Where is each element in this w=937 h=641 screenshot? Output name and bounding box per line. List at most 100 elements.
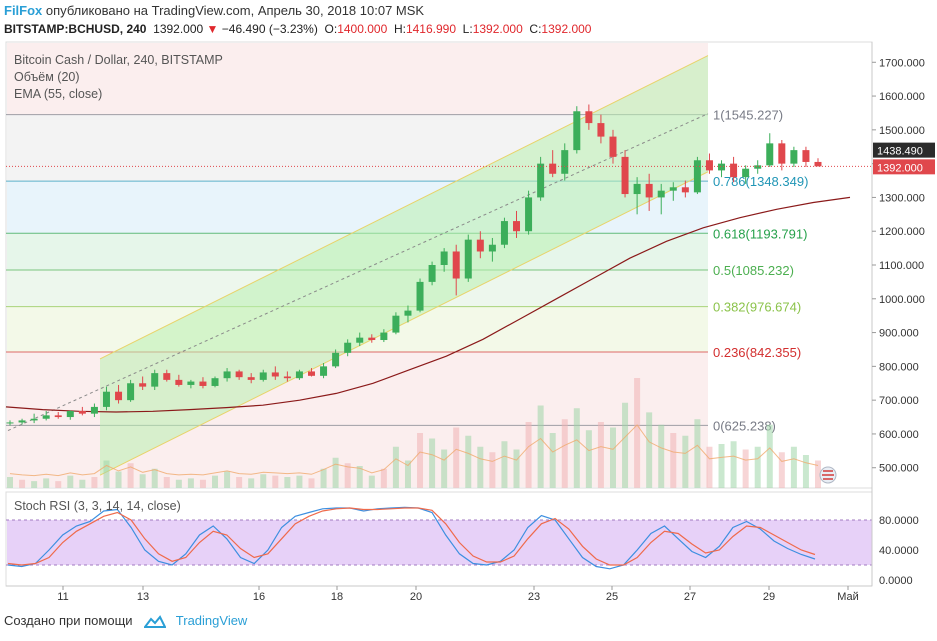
x-tick-label: 20 (410, 591, 422, 603)
volume-bar (175, 479, 182, 488)
fib-label: 0.382(976.674) (713, 300, 801, 315)
candle-body (488, 244, 496, 252)
volume-bar (441, 449, 448, 488)
tradingview-link[interactable]: TradingView (175, 613, 248, 628)
volume-bar (127, 463, 134, 488)
volume-bar (43, 478, 50, 488)
volume-bar (308, 478, 315, 488)
price-chart[interactable]: 1(1545.227) 0.786(1348.349) 0.618(1193.791… (0, 0, 937, 610)
volume-bar (706, 446, 713, 488)
channel-midline (7, 113, 709, 432)
candle-body (693, 160, 701, 193)
candle-body (295, 371, 303, 379)
candle-body (802, 150, 810, 162)
volume-bar (634, 378, 641, 488)
volume-bar (368, 475, 375, 488)
volume-bar (670, 433, 677, 488)
volume-bar (646, 412, 653, 488)
low-value: 1392.000 (472, 22, 523, 36)
volume-bar (103, 460, 110, 488)
volume-bar (477, 446, 484, 488)
candle-body (199, 381, 207, 386)
candle-body (54, 415, 62, 418)
candle-body (464, 239, 472, 279)
volume-bar (549, 433, 556, 488)
volume-bar (19, 479, 26, 488)
y-tick-label: 500.000 (879, 463, 919, 475)
stoch-d-line (7, 507, 816, 566)
candle-body (392, 315, 400, 333)
author-brand[interactable]: FilFox (4, 3, 43, 18)
volume-bar (356, 466, 363, 488)
volume-bar (573, 408, 580, 488)
volume-bar (67, 475, 74, 488)
volume-bar (248, 478, 255, 488)
candle-body (102, 391, 110, 407)
candle-body (597, 123, 605, 137)
volume-bar (742, 449, 749, 488)
volume-bar (585, 430, 592, 488)
x-tick-label: 18 (331, 591, 343, 603)
low-label: L: (462, 22, 473, 36)
volume-bar (754, 446, 761, 488)
candle-body (344, 342, 352, 353)
volume-bar (815, 460, 821, 488)
y-tick-label: 900.000 (879, 328, 919, 340)
volume-bar (489, 452, 496, 488)
volume-bar (163, 477, 170, 488)
candle-body (6, 422, 14, 424)
candle-body (657, 190, 665, 198)
y-tick-label: 700.000 (879, 395, 919, 407)
fib-label: 0.236(842.355) (713, 345, 801, 360)
x-tick-label: 13 (137, 591, 149, 603)
volume-bar (260, 474, 267, 488)
fib-label: 0.618(1193.791) (713, 226, 807, 241)
candle-body (187, 381, 195, 385)
volume-bar (404, 460, 411, 488)
current-price-label: 1438.490 (877, 146, 923, 158)
volume-bar (212, 475, 219, 488)
candle-body (404, 310, 412, 316)
y-tick-label: 1700.000 (879, 57, 925, 69)
y-tick-label: 1500.000 (879, 125, 925, 137)
down-arrow-icon: ▼ (206, 22, 219, 36)
volume-bar (284, 477, 291, 488)
volume-bar (91, 477, 98, 488)
ohlc-header: BITSTAMP:BCHUSD, 240 1392.000 ▼ −46.490 … (4, 22, 591, 36)
volume-bar (718, 444, 725, 488)
close-value: 1392.000 (541, 22, 592, 36)
volume-bar (320, 468, 327, 488)
y-tick-label: 1100.000 (879, 260, 924, 272)
candle-body (500, 221, 508, 245)
publish-info: опубликовано на TradingView.com, Апрель … (45, 3, 425, 18)
volume-bar (429, 438, 436, 488)
y-tick-label: 1600.000 (879, 91, 925, 103)
candle-body (127, 383, 135, 401)
candle-body (609, 136, 617, 157)
candle-body (356, 337, 364, 343)
open-label: O: (324, 22, 338, 36)
y-tick-label: 1300.000 (879, 192, 925, 204)
volume-bar (187, 478, 194, 488)
candle-body (283, 376, 291, 379)
volume-bar (537, 405, 544, 488)
volume-bar (525, 422, 532, 488)
volume-bar (622, 402, 629, 488)
candle-body (513, 221, 521, 232)
volume-bar (392, 446, 399, 488)
candle-body (235, 371, 243, 378)
legend-stoch: Stoch RSI (3, 3, 14, 14, close) (14, 499, 181, 513)
candle-body (175, 379, 183, 385)
volume-bar (501, 441, 508, 488)
x-tick-label: 23 (528, 591, 540, 603)
volume-bar (694, 419, 701, 488)
channel-lower (99, 171, 709, 476)
last-price-tag (873, 159, 935, 175)
fib-label: 0(625.238) (713, 418, 776, 433)
candle-body (78, 410, 86, 414)
candle-body (247, 377, 255, 380)
last-price: 1392.000 (153, 22, 204, 36)
volume-bar (597, 422, 604, 488)
candle-body (754, 165, 762, 169)
volume-bar (224, 471, 231, 488)
